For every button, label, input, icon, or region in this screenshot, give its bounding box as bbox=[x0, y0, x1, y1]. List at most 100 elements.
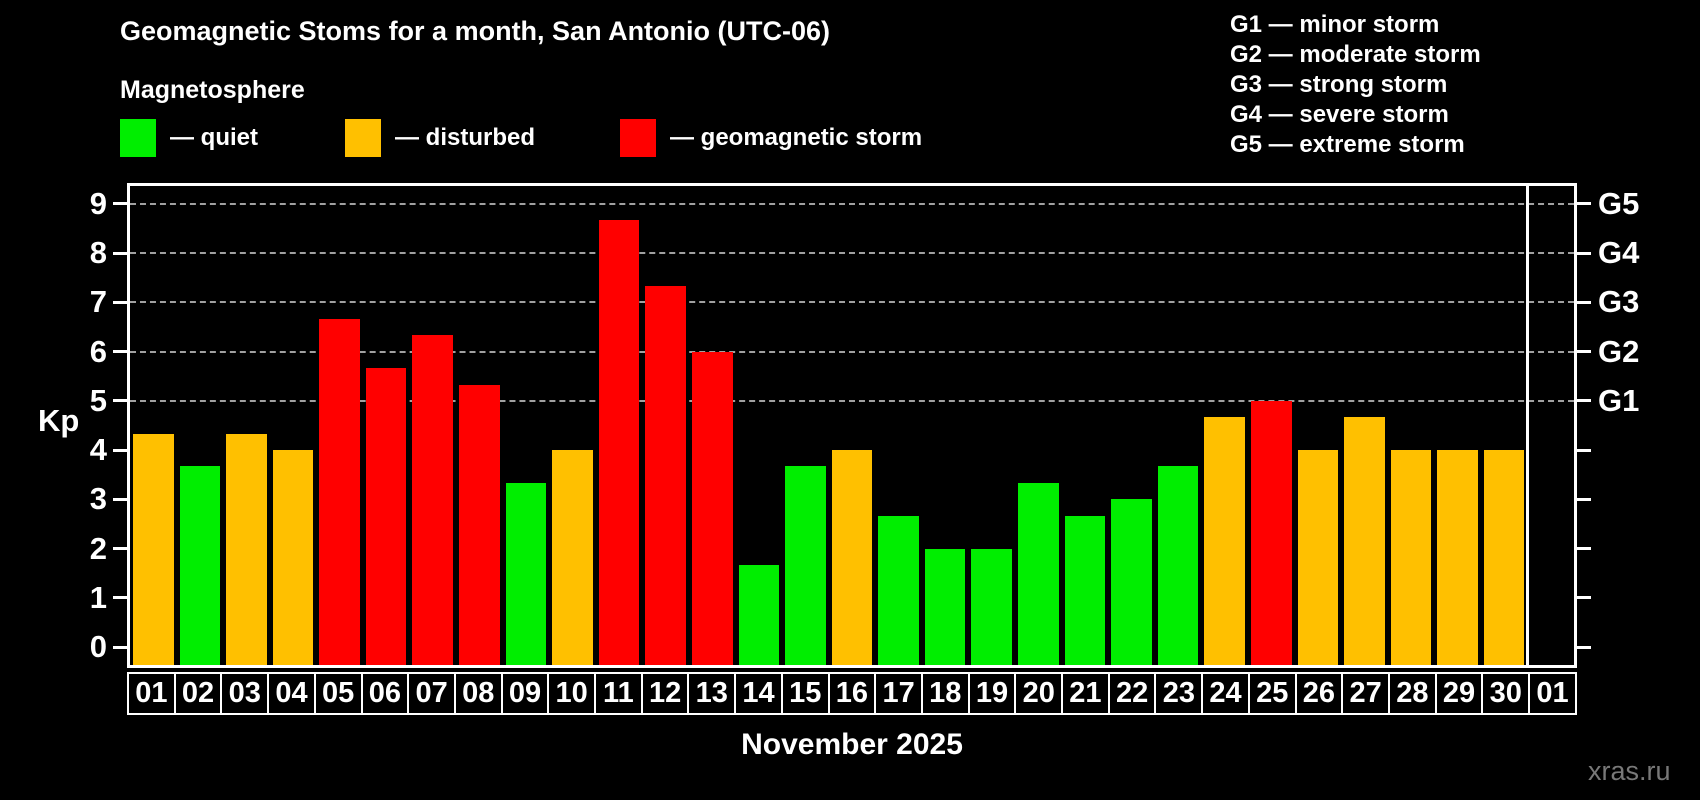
subtitle: Magnetosphere bbox=[120, 76, 305, 104]
bar-day-20 bbox=[1018, 483, 1059, 665]
y-tick-left-4 bbox=[113, 448, 127, 452]
legend-label-disturbed: — disturbed bbox=[395, 124, 536, 151]
gridline-kp-9 bbox=[130, 202, 1574, 205]
day-cell-20: 20 bbox=[1016, 674, 1064, 713]
bar-day-24 bbox=[1204, 417, 1245, 665]
gridline-kp-7 bbox=[130, 301, 1574, 304]
storm-scale-line-g5: G5 — extreme storm bbox=[1230, 131, 1465, 158]
y-tick-label-7: 7 bbox=[89, 284, 107, 320]
day-cell-28: 28 bbox=[1390, 674, 1437, 713]
storm-scale-line-g4: G4 — severe storm bbox=[1230, 101, 1449, 128]
day-cell-11: 11 bbox=[596, 674, 643, 713]
bar-day-09 bbox=[505, 483, 547, 665]
g-scale-label-g2: G2 bbox=[1598, 333, 1640, 369]
bar-day-14 bbox=[738, 564, 780, 665]
g-scale-label-g4: G4 bbox=[1598, 235, 1640, 271]
day-cell-13: 13 bbox=[689, 674, 737, 713]
storm-color-swatch bbox=[620, 119, 656, 157]
y-tick-left-0 bbox=[113, 645, 127, 649]
bar-day-21 bbox=[1064, 515, 1106, 665]
y-tick-left-3 bbox=[113, 497, 127, 501]
y-tick-right-7 bbox=[1577, 300, 1591, 304]
y-tick-label-3: 3 bbox=[89, 481, 107, 517]
y-tick-right-4 bbox=[1577, 448, 1591, 452]
y-axis-title: Kp bbox=[38, 403, 80, 438]
day-cell-17: 17 bbox=[876, 674, 923, 713]
legend-label-storm: — geomagnetic storm bbox=[670, 124, 923, 151]
quiet-color-swatch bbox=[120, 119, 156, 157]
bar-day-03 bbox=[226, 433, 267, 665]
bar-day-28 bbox=[1390, 450, 1432, 665]
day-cell-12: 12 bbox=[643, 674, 690, 713]
day-cell-03: 03 bbox=[222, 674, 270, 713]
gridline-kp-6 bbox=[130, 350, 1574, 353]
day-cell-09: 09 bbox=[503, 674, 550, 713]
y-tick-left-8 bbox=[113, 251, 127, 255]
day-cell-15: 15 bbox=[783, 674, 830, 713]
day-cell-23: 23 bbox=[1156, 674, 1204, 713]
bar-day-01 bbox=[133, 433, 174, 665]
bar-day-26 bbox=[1297, 450, 1339, 665]
day-cell-22: 22 bbox=[1110, 674, 1157, 713]
day-cell-24: 24 bbox=[1203, 674, 1250, 713]
day-cell-19: 19 bbox=[970, 674, 1017, 713]
y-tick-right-8 bbox=[1577, 251, 1591, 255]
y-tick-right-6 bbox=[1577, 350, 1591, 354]
x-axis-title: November 2025 bbox=[741, 728, 963, 761]
day-cell-25: 25 bbox=[1250, 674, 1297, 713]
bar-day-02 bbox=[179, 466, 221, 665]
bar-day-12 bbox=[645, 286, 686, 665]
storm-scale-line-g2: G2 — moderate storm bbox=[1230, 41, 1481, 68]
plot-area: 0 1 2 3 4 5 6 7 8 9 G1 G2 G3 G4 G5 bbox=[90, 183, 1639, 668]
day-cell-26: 26 bbox=[1297, 674, 1344, 713]
watermark: xras.ru bbox=[1588, 756, 1671, 786]
y-tick-left-9 bbox=[113, 202, 127, 206]
bar-day-06 bbox=[365, 367, 407, 665]
y-tick-label-5: 5 bbox=[89, 382, 107, 418]
day-cell-10: 10 bbox=[549, 674, 597, 713]
day-cell-02: 02 bbox=[176, 674, 223, 713]
day-cell-05: 05 bbox=[316, 674, 363, 713]
y-tick-left-7 bbox=[113, 300, 127, 304]
bar-day-13 bbox=[691, 351, 733, 665]
bar-day-29 bbox=[1437, 450, 1478, 665]
y-tick-right-9 bbox=[1577, 202, 1591, 206]
day-cell-06: 06 bbox=[363, 674, 410, 713]
storm-scale-line-g1: G1 — minor storm bbox=[1230, 11, 1440, 38]
y-tick-right-3 bbox=[1577, 497, 1591, 501]
y-tick-right-0 bbox=[1577, 645, 1591, 649]
page-title: Geomagnetic Stoms for a month, San Anton… bbox=[120, 16, 831, 46]
storm-scale-line-g3: G3 — strong storm bbox=[1230, 71, 1448, 98]
day-cell-08: 08 bbox=[456, 674, 503, 713]
day-cell-14: 14 bbox=[736, 674, 783, 713]
bar-day-11 bbox=[598, 220, 640, 665]
y-tick-label-2: 2 bbox=[89, 530, 107, 566]
day-cell-04: 04 bbox=[269, 674, 316, 713]
g-scale-label-g1: G1 bbox=[1598, 382, 1640, 418]
y-tick-label-6: 6 bbox=[89, 333, 107, 369]
day-cell-next-01: 01 bbox=[1536, 677, 1569, 709]
bar-day-04 bbox=[272, 450, 314, 665]
legend-item-disturbed: — disturbed bbox=[345, 118, 535, 158]
y-tick-right-2 bbox=[1577, 547, 1591, 551]
day-axis-row: 01 02 03 04 05 06 07 08 09 10 11 12 13 14 15 16 17 18 19 20… bbox=[127, 672, 1577, 715]
day-cell-21: 21 bbox=[1063, 674, 1110, 713]
bar-day-18 bbox=[924, 548, 966, 665]
g-scale-label-g5: G5 bbox=[1598, 185, 1640, 221]
bar-day-23 bbox=[1157, 466, 1199, 665]
storm-scale-legend: G1 — minor storm G2 — moderate storm G3 … bbox=[1230, 10, 1481, 160]
y-tick-label-0: 0 bbox=[89, 629, 107, 665]
gridline-kp-8 bbox=[130, 252, 1574, 255]
bar-day-27 bbox=[1344, 417, 1385, 665]
g-scale-label-g3: G3 bbox=[1598, 284, 1640, 320]
gridline-kp-5 bbox=[130, 399, 1574, 402]
y-tick-left-6 bbox=[113, 350, 127, 354]
bar-day-19 bbox=[971, 548, 1013, 665]
day-cell-18: 18 bbox=[923, 674, 970, 713]
y-tick-label-9: 9 bbox=[89, 185, 107, 221]
legend-item-storm: — geomagnetic storm bbox=[620, 118, 922, 158]
bar-day-07 bbox=[412, 335, 454, 665]
y-tick-label-8: 8 bbox=[89, 235, 107, 271]
day-cell-29: 29 bbox=[1437, 674, 1484, 713]
